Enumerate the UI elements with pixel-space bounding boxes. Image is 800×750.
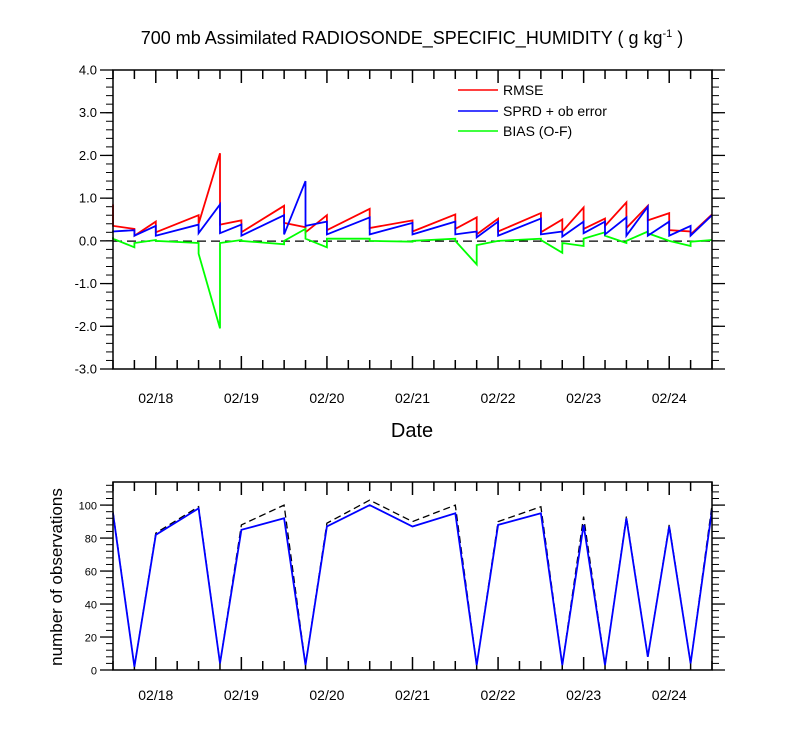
top-plot-frame xyxy=(112,69,713,370)
y-tick-label: 0.0 xyxy=(79,233,97,248)
x-tick-label: 02/21 xyxy=(395,390,430,406)
legend: RMSE SPRD + ob error BIAS (O-F) xyxy=(458,82,607,139)
x-tick-label: 02/23 xyxy=(566,390,601,406)
bottom-series xyxy=(112,499,713,667)
x-tick-label: 02/18 xyxy=(138,687,173,703)
x-tick-label: 02/22 xyxy=(481,687,516,703)
y-tick-label: 1.0 xyxy=(79,191,97,206)
legend-label-rmse: RMSE xyxy=(503,82,543,98)
chart-title-superscript: -1 xyxy=(663,28,673,40)
x-tick-label: 02/18 xyxy=(138,390,173,406)
bottom-x-tick-labels: 02/18 02/19 02/20 02/21 02/22 02/23 02/24 xyxy=(138,687,687,703)
y-axis-title-observations: number of observations xyxy=(47,488,66,666)
x-tick-label: 02/20 xyxy=(309,390,344,406)
series-line-bias-o-f xyxy=(112,227,713,329)
top-panel: 4.03.02.01.00.0-1.0-2.0-3.0 02/18 02/19 02… xyxy=(75,63,725,442)
legend-label-sprd: SPRD + ob error xyxy=(503,103,607,119)
top-ticks xyxy=(100,69,725,370)
x-tick-label: 02/24 xyxy=(652,390,687,406)
series-line-possible-observations xyxy=(112,499,713,667)
x-tick-label: 02/21 xyxy=(395,687,430,703)
bottom-ticks xyxy=(100,482,725,671)
y-tick-label: 60 xyxy=(85,567,97,579)
y-tick-label: 4.0 xyxy=(79,63,97,78)
top-y-tick-labels: 4.0 3.0 2.0 1.0 0.0 -1.0 -2.0 -3.0 xyxy=(75,63,97,377)
x-tick-label: 02/19 xyxy=(224,390,259,406)
x-axis-title: Date xyxy=(391,420,433,442)
y-tick-label: 2.0 xyxy=(79,148,97,163)
x-tick-label: 02/24 xyxy=(652,687,687,703)
bottom-y-tick-labels: 100 80 60 40 20 0 xyxy=(79,501,97,678)
x-tick-label: 02/23 xyxy=(566,687,601,703)
y-tick-label: 3.0 xyxy=(79,105,97,120)
series-line-sprd-ob-error xyxy=(112,180,713,240)
legend-label-bias: BIAS (O-F) xyxy=(503,123,572,139)
y-tick-label: 80 xyxy=(85,534,97,546)
chart-title: 700 mb Assimilated RADIOSONDE_SPECIFIC_H… xyxy=(141,28,684,49)
series-line-assimilated-observations xyxy=(112,504,713,667)
y-tick-label: 20 xyxy=(85,633,97,645)
top-x-tick-labels: 02/18 02/19 02/20 02/21 02/22 02/23 02/24 xyxy=(138,390,687,406)
y-tick-label: -1.0 xyxy=(75,276,97,291)
x-tick-label: 02/19 xyxy=(224,687,259,703)
x-tick-label: 02/20 xyxy=(309,687,344,703)
chart-title-main: 700 mb Assimilated RADIOSONDE_SPECIFIC_H… xyxy=(141,28,663,49)
bottom-plot-frame xyxy=(112,481,713,671)
x-tick-label: 02/22 xyxy=(481,390,516,406)
y-tick-label: 100 xyxy=(79,501,97,513)
chart-title-end: ) xyxy=(672,28,683,48)
y-tick-label: 40 xyxy=(85,600,97,612)
y-tick-label: 0 xyxy=(91,666,97,678)
y-tick-label: -2.0 xyxy=(75,319,97,334)
y-tick-label: -3.0 xyxy=(75,362,97,377)
top-series xyxy=(112,153,713,329)
